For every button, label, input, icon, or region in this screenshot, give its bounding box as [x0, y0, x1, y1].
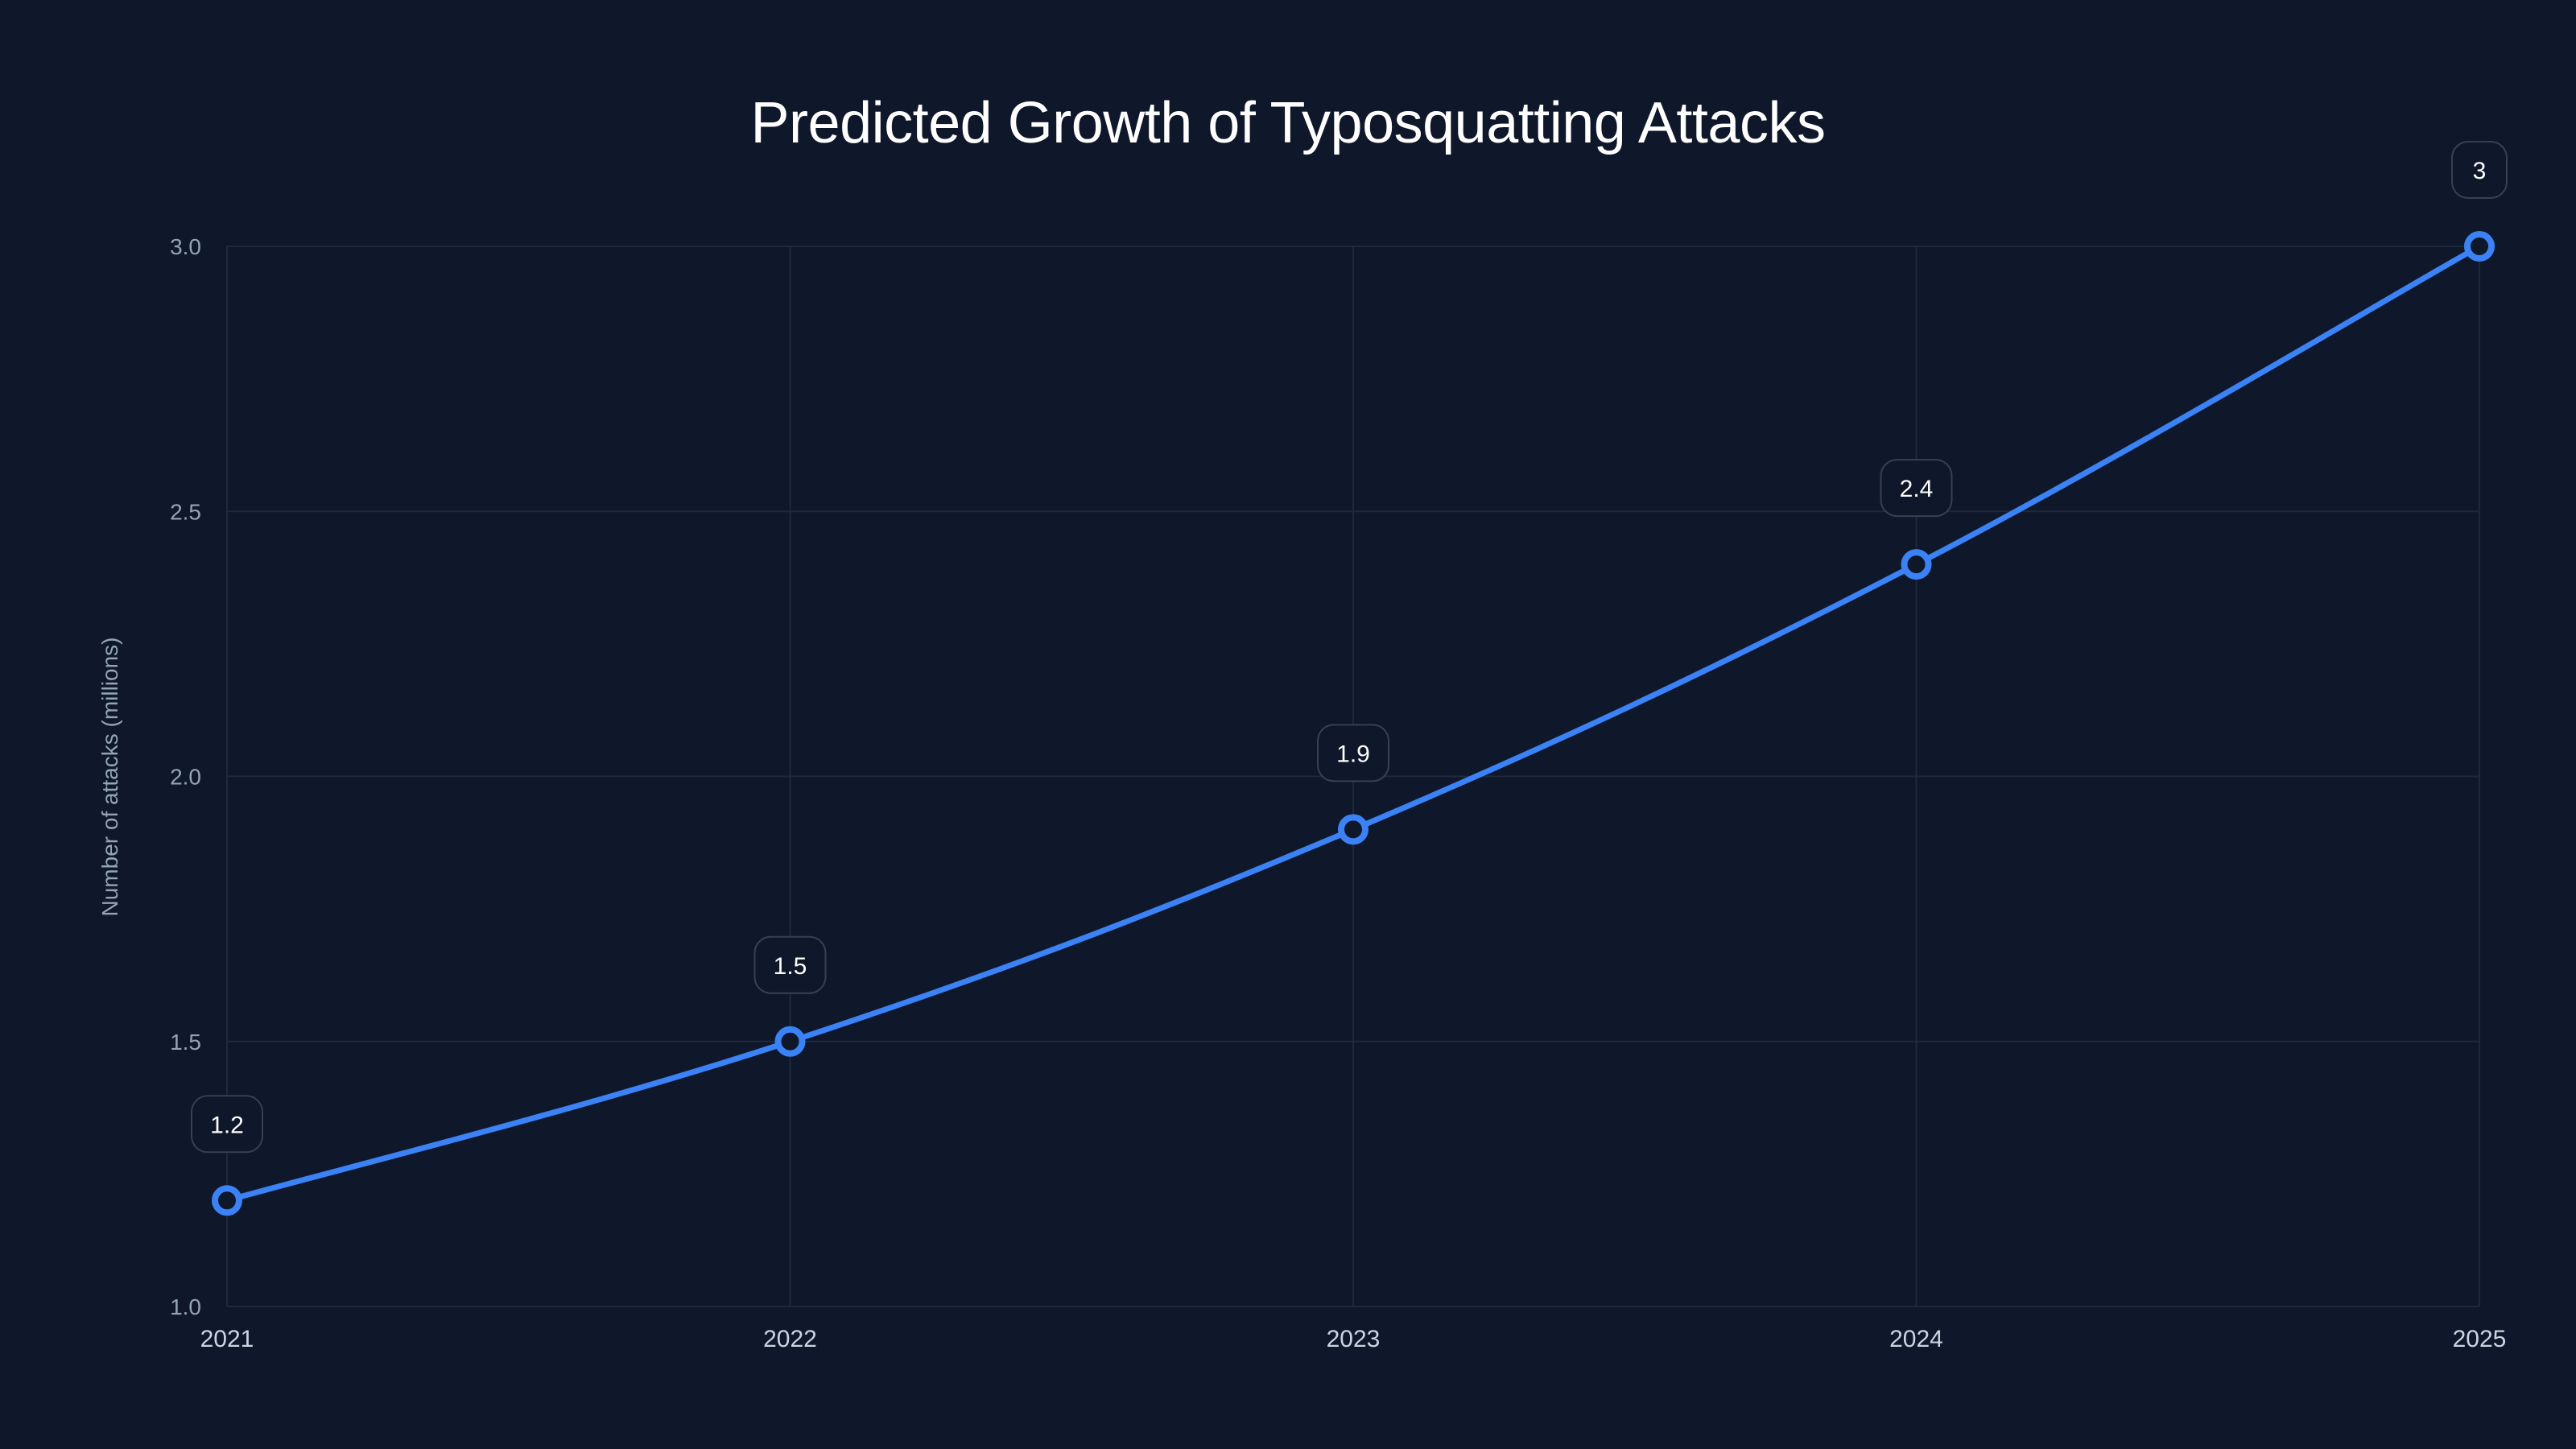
data-label-text: 3 — [2473, 158, 2487, 184]
data-label-box — [191, 1095, 263, 1154]
data-point-marker — [1338, 814, 1368, 845]
data-label-text: 1.5 — [774, 953, 807, 980]
data-label-box — [1317, 724, 1389, 782]
data-label-text: 1.2 — [210, 1112, 244, 1138]
x-axis-ticks: 2021 2022 2023 2024 2025 — [200, 1326, 2507, 1352]
y-tick-label: 1.5 — [170, 1030, 201, 1055]
data-label-box — [753, 935, 827, 994]
x-tick-label: 2022 — [763, 1326, 817, 1352]
y-tick-label: 2.0 — [170, 765, 201, 790]
data-point-marker — [2464, 231, 2495, 262]
y-axis-label: Number of attacks (millions) — [97, 638, 122, 917]
data-label-text: 2.4 — [1900, 476, 1934, 502]
chart-title: Predicted Growth of Typosquatting Attack… — [750, 91, 1826, 155]
y-tick-label: 3.0 — [170, 234, 201, 259]
y-tick-label: 2.5 — [170, 499, 201, 524]
data-point-marker — [1901, 549, 1932, 580]
x-tick-label: 2024 — [1889, 1326, 1943, 1352]
x-tick-label: 2023 — [1327, 1326, 1381, 1352]
data-point-marker — [774, 1026, 806, 1057]
data-label-box — [2451, 141, 2508, 199]
data-point-marker — [212, 1185, 242, 1216]
data-label-text: 1.9 — [1336, 741, 1370, 767]
y-axis-ticks: 1.0 1.5 2.0 2.5 3.0 — [170, 234, 201, 1319]
data-label-box — [1880, 459, 1953, 518]
data-labels: 1.2 1.5 1.9 2.4 3 — [191, 141, 2508, 1154]
x-tick-label: 2021 — [200, 1326, 254, 1352]
x-tick-label: 2025 — [2453, 1326, 2507, 1352]
data-points — [212, 231, 2495, 1216]
y-tick-label: 1.0 — [170, 1294, 201, 1319]
